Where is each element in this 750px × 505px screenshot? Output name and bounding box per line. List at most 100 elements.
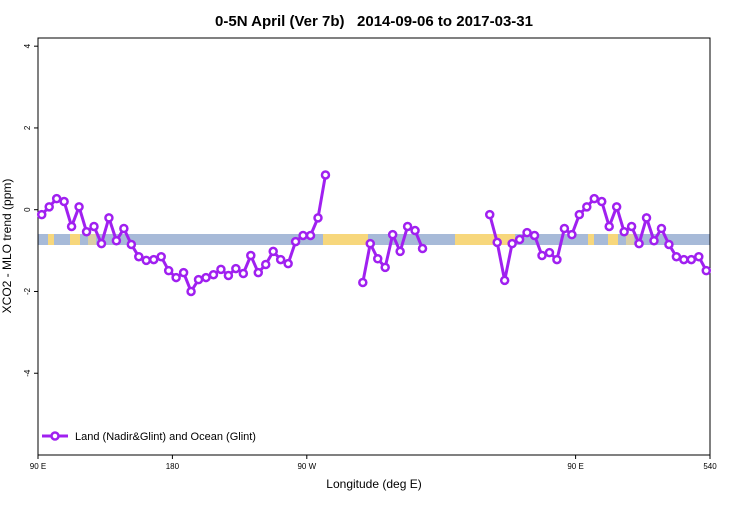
x-tick-label: 540 [703, 462, 717, 471]
point [522, 227, 532, 238]
point [283, 258, 293, 269]
point [380, 262, 390, 273]
point [567, 229, 577, 240]
point [410, 225, 420, 236]
plot-frame [37, 37, 711, 456]
point [246, 250, 256, 261]
point [36, 209, 47, 220]
point [499, 275, 510, 286]
x-tick-label: 90 W [297, 462, 316, 471]
land-ocean-strip [38, 234, 710, 245]
point [544, 247, 555, 258]
point [626, 221, 637, 232]
point [649, 236, 659, 246]
point [163, 265, 174, 276]
point [231, 263, 241, 274]
point [89, 221, 99, 232]
point [186, 286, 196, 297]
y-tick-label: 4 [23, 43, 32, 48]
point [372, 254, 383, 264]
point [51, 193, 62, 204]
land-band [455, 234, 515, 245]
point [402, 221, 413, 232]
point [492, 237, 502, 248]
point [193, 274, 204, 285]
point [701, 265, 712, 276]
point [358, 277, 368, 288]
point [156, 251, 166, 262]
point [671, 251, 682, 262]
point [178, 267, 189, 278]
point [514, 234, 525, 245]
y-tick-label: -2 [23, 287, 32, 295]
land-band [70, 234, 80, 245]
point [484, 209, 495, 220]
point [275, 254, 286, 265]
point [260, 259, 271, 270]
point [679, 254, 689, 265]
point [641, 213, 652, 223]
point [694, 251, 704, 262]
point [119, 223, 129, 234]
y-axis-label: XCO2 - MLO trend (ppm) [0, 179, 14, 314]
point [529, 230, 540, 241]
point [223, 270, 234, 281]
point [417, 243, 428, 254]
point [604, 221, 614, 232]
point [313, 213, 323, 223]
point [619, 227, 629, 237]
point [216, 264, 226, 275]
point [238, 268, 249, 279]
point [589, 193, 600, 204]
point [634, 238, 644, 249]
point [552, 254, 562, 265]
point [171, 272, 181, 283]
x-tick-label: 90 E [567, 462, 583, 471]
point [507, 238, 517, 249]
y-tick-label: 0 [23, 207, 32, 212]
y-tick-label: 2 [23, 125, 32, 130]
point [395, 246, 405, 257]
point [582, 202, 592, 212]
land-band [608, 234, 618, 245]
point [96, 238, 107, 249]
land-band [48, 234, 54, 245]
x-tick-label: 90 E [30, 462, 46, 471]
point [111, 236, 122, 246]
point [268, 246, 278, 257]
point [141, 255, 152, 266]
point [365, 238, 376, 249]
land-band [323, 234, 368, 245]
chart-title: 0-5N April (Ver 7b) 2014-09-06 to 2017-0… [215, 13, 533, 30]
point [208, 269, 219, 280]
point [253, 267, 264, 278]
x-tick-label: 180 [166, 462, 180, 471]
point [320, 170, 331, 180]
legend-label: Land (Nadir&Glint) and Ocean (Glint) [75, 431, 256, 443]
point [537, 250, 547, 261]
point [611, 202, 622, 212]
point [596, 196, 607, 207]
y-tick-label: -4 [23, 369, 32, 377]
point [387, 229, 398, 240]
point [148, 254, 159, 265]
point [686, 254, 697, 265]
x-axis-label: Longitude (deg E) [326, 477, 421, 491]
point [305, 230, 316, 241]
point [74, 202, 84, 212]
point [574, 209, 585, 220]
point [559, 223, 570, 234]
ocean-band [38, 234, 710, 245]
point [126, 239, 137, 250]
point [134, 251, 144, 262]
point [44, 202, 54, 212]
land-band [88, 234, 96, 245]
land-band [588, 234, 594, 245]
point [290, 236, 301, 247]
legend-marker [50, 431, 60, 441]
point [66, 221, 77, 232]
point [656, 223, 667, 234]
point [201, 272, 211, 283]
point [298, 230, 308, 241]
